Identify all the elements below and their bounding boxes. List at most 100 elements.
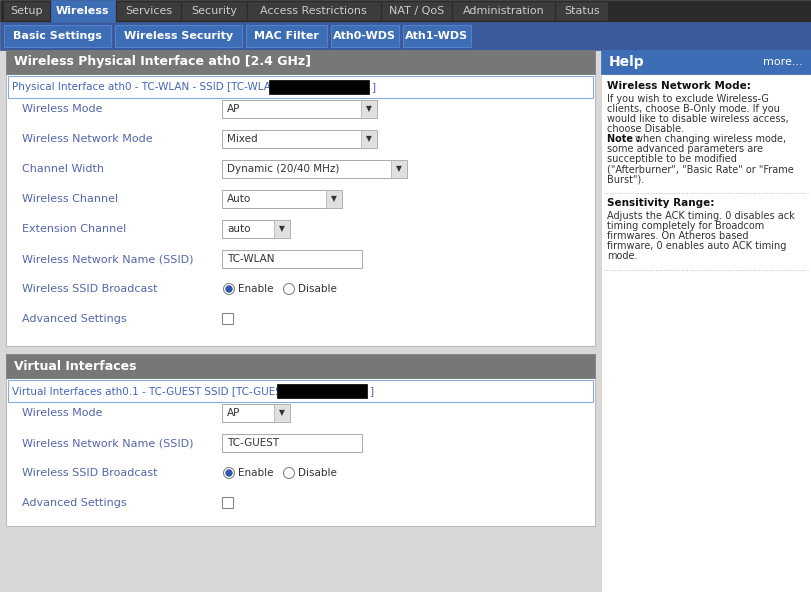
- Text: TC-WLAN: TC-WLAN: [227, 254, 274, 264]
- Text: Extension Channel: Extension Channel: [22, 224, 127, 234]
- Text: NAT / QoS: NAT / QoS: [389, 6, 444, 16]
- Bar: [382, 2, 452, 20]
- Text: Wireless: Wireless: [56, 6, 109, 16]
- Text: Wireless Mode: Wireless Mode: [22, 408, 102, 418]
- Bar: [222, 497, 233, 508]
- Text: Administration: Administration: [463, 6, 545, 16]
- Text: Wireless Network Mode: Wireless Network Mode: [22, 134, 152, 144]
- Text: ▼: ▼: [366, 105, 372, 114]
- Text: Enable: Enable: [238, 284, 273, 294]
- Text: Auto: Auto: [227, 194, 251, 204]
- Bar: [115, 25, 242, 47]
- Circle shape: [226, 470, 232, 476]
- Text: Disable: Disable: [298, 284, 337, 294]
- Bar: [222, 190, 342, 208]
- Text: Status: Status: [564, 6, 599, 16]
- Text: ▼: ▼: [279, 224, 285, 233]
- Text: Ath1-WDS: Ath1-WDS: [405, 31, 468, 41]
- Bar: [222, 130, 377, 148]
- Text: Virtual Interfaces: Virtual Interfaces: [14, 359, 136, 372]
- Bar: [361, 100, 377, 118]
- Bar: [8, 380, 593, 402]
- Text: Burst").: Burst").: [607, 174, 644, 184]
- Text: Adjusts the ACK timing. 0 disables ack: Adjusts the ACK timing. 0 disables ack: [607, 211, 795, 221]
- Text: ]: ]: [371, 386, 375, 396]
- Text: choose ​Disable​.: choose ​Disable​.: [607, 124, 684, 134]
- Bar: [222, 404, 290, 422]
- Text: clients, choose ​B-Only​ mode. If you: clients, choose ​B-Only​ mode. If you: [607, 104, 780, 114]
- Bar: [4, 2, 49, 20]
- Text: ▼: ▼: [396, 165, 402, 173]
- Bar: [402, 25, 470, 47]
- Text: Wireless SSID Broadcast: Wireless SSID Broadcast: [22, 284, 157, 294]
- Bar: [274, 404, 290, 422]
- Bar: [51, 0, 114, 22]
- Text: Wireless Network Name (SSID): Wireless Network Name (SSID): [22, 438, 194, 448]
- Text: If you wish to exclude Wireless-G: If you wish to exclude Wireless-G: [607, 94, 769, 104]
- Text: firmwares. On Atheros based: firmwares. On Atheros based: [607, 231, 749, 241]
- Bar: [326, 190, 342, 208]
- Text: TC-GUEST: TC-GUEST: [227, 438, 279, 448]
- Text: some advanced parameters are: some advanced parameters are: [607, 144, 763, 154]
- Bar: [0, 22, 811, 50]
- Bar: [4, 25, 111, 47]
- Text: more...: more...: [763, 57, 803, 67]
- Bar: [222, 220, 290, 238]
- Text: ("Afterburner", "Basic Rate" or "Frame: ("Afterburner", "Basic Rate" or "Frame: [607, 164, 794, 174]
- Bar: [117, 2, 180, 20]
- Bar: [556, 2, 607, 20]
- Text: Security: Security: [191, 6, 237, 16]
- Bar: [391, 160, 407, 178]
- Text: Dynamic (20/40 MHz): Dynamic (20/40 MHz): [227, 164, 339, 174]
- Text: would like to disable wireless access,: would like to disable wireless access,: [607, 114, 789, 124]
- Bar: [6, 74, 595, 346]
- Text: Physical Interface ath0 - TC-WLAN - SSID [TC-WLAN] HWAddr [: Physical Interface ath0 - TC-WLAN - SSID…: [12, 82, 336, 92]
- Text: Services: Services: [125, 6, 172, 16]
- Bar: [246, 25, 327, 47]
- Bar: [453, 2, 554, 20]
- Bar: [6, 378, 595, 526]
- Text: firmware, 0 enables auto ACK timing: firmware, 0 enables auto ACK timing: [607, 241, 787, 251]
- Bar: [8, 76, 593, 98]
- Bar: [6, 354, 595, 378]
- Text: Wireless SSID Broadcast: Wireless SSID Broadcast: [22, 468, 157, 478]
- Text: Wireless Security: Wireless Security: [124, 31, 233, 41]
- Text: AP: AP: [227, 408, 240, 418]
- Circle shape: [224, 284, 234, 294]
- Text: Note :: Note :: [607, 134, 641, 144]
- Text: MAC Filter: MAC Filter: [254, 31, 319, 41]
- Text: Advanced Settings: Advanced Settings: [22, 314, 127, 324]
- Circle shape: [224, 468, 234, 478]
- Text: ▼: ▼: [279, 408, 285, 417]
- Text: ▼: ▼: [331, 195, 337, 204]
- Circle shape: [284, 468, 294, 478]
- Text: Channel Width: Channel Width: [22, 164, 104, 174]
- Bar: [361, 130, 377, 148]
- Text: Wireless Channel: Wireless Channel: [22, 194, 118, 204]
- Text: Wireless Network Mode:: Wireless Network Mode:: [607, 81, 751, 91]
- Text: Help: Help: [609, 55, 645, 69]
- Bar: [222, 434, 362, 452]
- Text: Disable: Disable: [298, 468, 337, 478]
- Text: Wireless Network Name (SSID): Wireless Network Name (SSID): [22, 254, 194, 264]
- Text: Wireless Mode: Wireless Mode: [22, 104, 102, 114]
- Bar: [222, 250, 362, 268]
- Text: Advanced Settings: Advanced Settings: [22, 498, 127, 508]
- Text: succeptible to be modified: succeptible to be modified: [607, 154, 737, 164]
- Text: mode.: mode.: [607, 251, 637, 261]
- Text: Basic Settings: Basic Settings: [13, 31, 102, 41]
- Text: Enable: Enable: [238, 468, 273, 478]
- Bar: [0, 0, 811, 22]
- Bar: [277, 384, 367, 398]
- Text: Virtual Interfaces ath0.1 - TC-GUEST SSID [TC-GUEST] HWAddr [: Virtual Interfaces ath0.1 - TC-GUEST SSI…: [12, 386, 345, 396]
- Circle shape: [226, 286, 232, 292]
- Text: Access Restrictions: Access Restrictions: [260, 6, 367, 16]
- Text: AP: AP: [227, 104, 240, 114]
- Text: Ath0-WDS: Ath0-WDS: [333, 31, 396, 41]
- Text: ]: ]: [371, 82, 375, 92]
- Bar: [222, 160, 407, 178]
- Bar: [601, 74, 811, 592]
- Bar: [6, 50, 595, 74]
- Text: when changing wireless mode,: when changing wireless mode,: [635, 134, 786, 144]
- Text: Sensitivity Range:: Sensitivity Range:: [607, 198, 714, 208]
